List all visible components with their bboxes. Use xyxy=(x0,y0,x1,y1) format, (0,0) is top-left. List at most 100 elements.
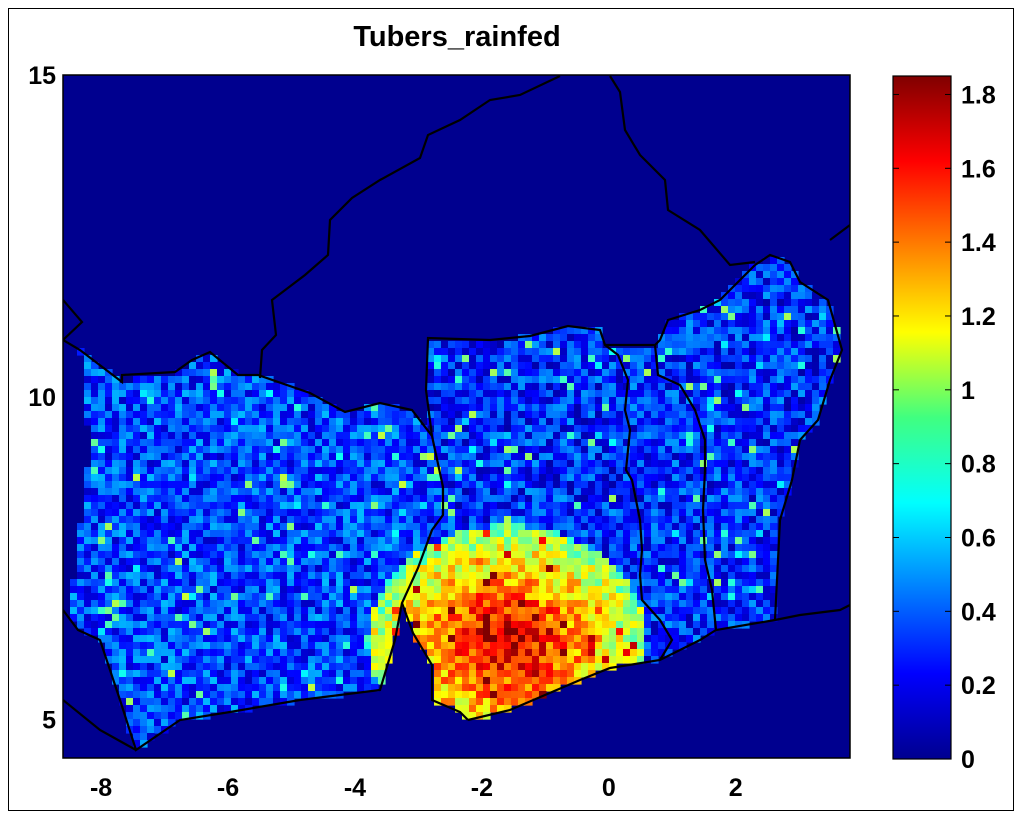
heatmap-cell xyxy=(476,509,484,517)
heatmap-cell xyxy=(630,558,638,566)
heatmap-cell xyxy=(707,600,715,608)
heatmap-cell xyxy=(497,530,505,538)
heatmap-cell xyxy=(119,572,127,580)
heatmap-cell xyxy=(210,502,218,510)
heatmap-cell xyxy=(189,565,197,573)
heatmap-cell xyxy=(784,425,792,433)
heatmap-cell xyxy=(588,369,596,377)
heatmap-cell xyxy=(672,530,680,538)
heatmap-cell xyxy=(147,474,155,482)
heatmap-cell xyxy=(497,670,505,678)
heatmap-cell xyxy=(336,488,344,496)
heatmap-cell xyxy=(147,726,155,734)
heatmap-cell xyxy=(686,551,694,559)
heatmap-cell xyxy=(147,425,155,433)
heatmap-cell xyxy=(357,663,365,671)
heatmap-cell xyxy=(168,684,176,692)
heatmap-cell xyxy=(567,628,575,636)
heatmap-cell xyxy=(518,691,526,699)
heatmap-cell xyxy=(308,691,316,699)
heatmap-cell xyxy=(490,530,498,538)
heatmap-cell xyxy=(273,663,281,671)
heatmap-cell xyxy=(350,642,358,650)
heatmap-cell xyxy=(350,551,358,559)
heatmap-cell xyxy=(728,544,736,552)
heatmap-cell xyxy=(707,376,715,384)
heatmap-cell xyxy=(119,684,127,692)
heatmap-cell xyxy=(546,397,554,405)
heatmap-cell xyxy=(357,628,365,636)
heatmap-cell xyxy=(672,621,680,629)
heatmap-cell xyxy=(112,467,120,475)
heatmap-cell xyxy=(385,432,393,440)
heatmap-cell xyxy=(133,446,141,454)
heatmap-cell xyxy=(112,656,120,664)
heatmap-cell xyxy=(126,502,134,510)
heatmap-cell xyxy=(427,453,435,461)
heatmap-cell xyxy=(581,656,589,664)
heatmap-cell xyxy=(630,390,638,398)
heatmap-cell xyxy=(357,600,365,608)
heatmap-cell xyxy=(259,432,267,440)
heatmap-cell xyxy=(798,313,806,321)
heatmap-cell xyxy=(455,516,463,524)
heatmap-cell xyxy=(434,628,442,636)
heatmap-cell xyxy=(539,649,547,657)
heatmap-cell xyxy=(686,341,694,349)
heatmap-cell xyxy=(609,418,617,426)
heatmap-cell xyxy=(112,614,120,622)
heatmap-cell xyxy=(329,635,337,643)
heatmap-cell xyxy=(161,565,169,573)
heatmap-cell xyxy=(420,425,428,433)
heatmap-cell xyxy=(735,397,743,405)
heatmap-cell xyxy=(770,530,778,538)
heatmap-cell xyxy=(749,495,757,503)
heatmap-cell xyxy=(714,502,722,510)
heatmap-cell xyxy=(105,593,113,601)
heatmap-cell xyxy=(644,523,652,531)
heatmap-cell xyxy=(161,432,169,440)
heatmap-cell xyxy=(224,572,232,580)
heatmap-cell xyxy=(686,621,694,629)
heatmap-cell xyxy=(98,411,106,419)
heatmap-cell xyxy=(588,327,596,335)
heatmap-cell xyxy=(770,607,778,615)
heatmap-cell xyxy=(392,453,400,461)
heatmap-cell xyxy=(210,481,218,489)
heatmap-cell xyxy=(714,341,722,349)
heatmap-cell xyxy=(749,551,757,559)
heatmap-cell xyxy=(777,467,785,475)
heatmap-cell xyxy=(504,544,512,552)
heatmap-cell xyxy=(441,621,449,629)
heatmap-cell xyxy=(728,467,736,475)
heatmap-cell xyxy=(826,334,834,342)
heatmap-cell xyxy=(217,467,225,475)
heatmap-cell xyxy=(756,313,764,321)
heatmap-cell xyxy=(546,663,554,671)
heatmap-cell xyxy=(693,481,701,489)
heatmap-cell xyxy=(483,586,491,594)
heatmap-cell xyxy=(210,523,218,531)
heatmap-cell xyxy=(623,439,631,447)
heatmap-cell xyxy=(714,376,722,384)
heatmap-cell xyxy=(392,474,400,482)
heatmap-cell xyxy=(490,670,498,678)
heatmap-cell xyxy=(630,593,638,601)
heatmap-cell xyxy=(469,418,477,426)
heatmap-cell xyxy=(224,663,232,671)
heatmap-cell xyxy=(469,705,477,713)
heatmap-cell xyxy=(630,621,638,629)
heatmap-cell xyxy=(700,390,708,398)
heatmap-cell xyxy=(224,516,232,524)
heatmap-cell xyxy=(483,495,491,503)
heatmap-cell xyxy=(105,390,113,398)
heatmap-cell xyxy=(210,579,218,587)
heatmap-cell xyxy=(210,362,218,370)
heatmap-cell xyxy=(644,544,652,552)
heatmap-cell xyxy=(119,691,127,699)
heatmap-cell xyxy=(245,411,253,419)
heatmap-cell xyxy=(567,663,575,671)
heatmap-cell xyxy=(686,516,694,524)
heatmap-cell xyxy=(322,446,330,454)
heatmap-cell xyxy=(637,481,645,489)
